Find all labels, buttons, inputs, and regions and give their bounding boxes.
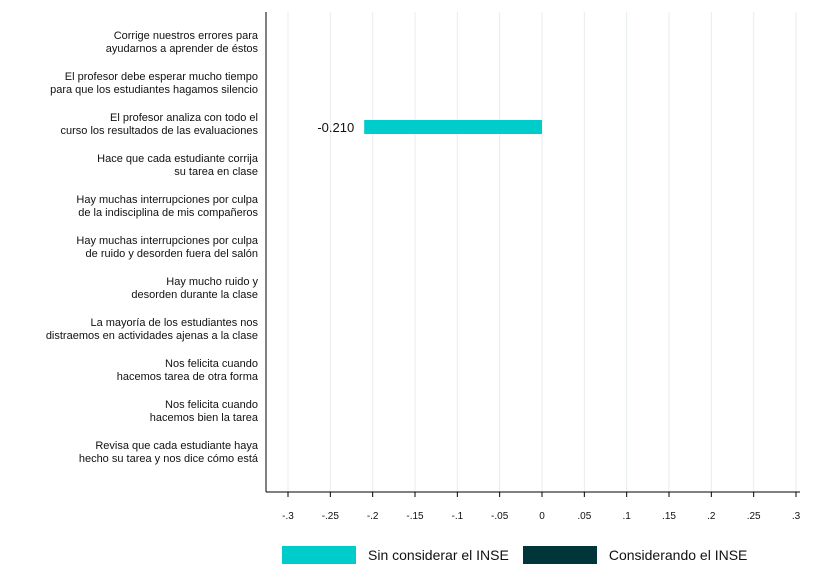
category-label-line: La mayoría de los estudiantes nos [90, 317, 258, 329]
category-label: Hay muchas interrupciones por culpa de ru… [76, 235, 258, 260]
category-label-line: Corrige nuestros errores para [114, 30, 259, 42]
category-label-line: El profesor analiza con todo el [110, 112, 258, 124]
x-tick-label: .15 [662, 511, 676, 522]
category-label-line: Nos felicita cuando [165, 399, 258, 411]
category-label-line: hacemos bien la tarea [150, 412, 259, 424]
x-tick-label: -.15 [406, 511, 424, 522]
category-label-line: El profesor debe esperar mucho tiempo [65, 71, 258, 83]
category-label-line: Hay muchas interrupciones por culpa [76, 194, 258, 206]
category-label: El profesor analiza con todo el curso los… [60, 112, 258, 137]
legend-swatch-con-inse [522, 546, 597, 564]
x-tick-label: -.1 [451, 511, 463, 522]
legend-item-sin-inse: Sin considerar el INSE [282, 546, 509, 564]
category-label: Revisa que cada estudiante haya hecho su … [79, 440, 259, 465]
category-label: El profesor debe esperar mucho tiempo par… [50, 71, 258, 96]
legend-item-con-inse: Considerando el INSE [522, 546, 748, 564]
category-label: Corrige nuestros errores para ayudarnos a… [106, 30, 259, 55]
legend-label-sin-inse: Sin considerar el INSE [368, 547, 509, 563]
x-tick-label: .3 [792, 511, 801, 522]
category-label-line: para que los estudiantes hagamos silenci… [50, 84, 258, 96]
category-label-line: Hay mucho ruido y [166, 276, 258, 288]
x-tick-label: .25 [747, 511, 761, 522]
category-label-line: desorden durante la clase [131, 289, 258, 301]
x-tick-label: .05 [577, 511, 591, 522]
category-label: Nos felicita cuando hacemos bien la tarea [150, 399, 259, 424]
category-label: Hay muchas interrupciones por culpa de la… [76, 194, 258, 219]
category-label-line: distraemos en actividades ajenas a la cl… [46, 330, 258, 342]
category-label-line: Revisa que cada estudiante haya [95, 440, 259, 452]
x-tick-label: -.25 [322, 511, 340, 522]
data-label: -0.210 [317, 120, 354, 135]
bar [364, 120, 542, 134]
category-label-line: ayudarnos a aprender de éstos [106, 43, 259, 55]
category-label-line: de ruido y desorden fuera del salón [86, 248, 258, 260]
category-label-line: curso los resultados de las evaluaciones [60, 125, 258, 137]
x-tick-label: -.2 [367, 511, 379, 522]
category-label-line: hecho su tarea y nos dice cómo está [79, 453, 259, 465]
category-label-line: hacemos tarea de otra forma [117, 371, 259, 383]
x-tick-label: .1 [622, 511, 631, 522]
x-tick-label: -.05 [491, 511, 509, 522]
x-tick-label: -.3 [282, 511, 294, 522]
x-tick-label: .2 [707, 511, 716, 522]
category-label: La mayoría de los estudiantes nos distrae… [46, 317, 259, 342]
category-label-line: su tarea en clase [174, 166, 258, 178]
category-label-line: Nos felicita cuando [165, 358, 258, 370]
legend-label-con-inse: Considerando el INSE [608, 547, 748, 563]
category-label-line: Hay muchas interrupciones por culpa [76, 235, 258, 247]
category-label: Hace que cada estudiante corrija su tarea… [97, 153, 259, 178]
x-tick-label: 0 [539, 511, 545, 522]
category-label: Hay mucho ruido y desorden durante la cla… [131, 276, 258, 301]
category-label-line: de la indisciplina de mis compañeros [78, 207, 258, 219]
category-label-line: Hace que cada estudiante corrija [97, 153, 259, 165]
legend-swatch-sin-inse [282, 546, 356, 564]
category-label: Nos felicita cuando hacemos tarea de otra… [117, 358, 259, 383]
legend: Sin considerar el INSE Considerando el I… [282, 544, 761, 566]
